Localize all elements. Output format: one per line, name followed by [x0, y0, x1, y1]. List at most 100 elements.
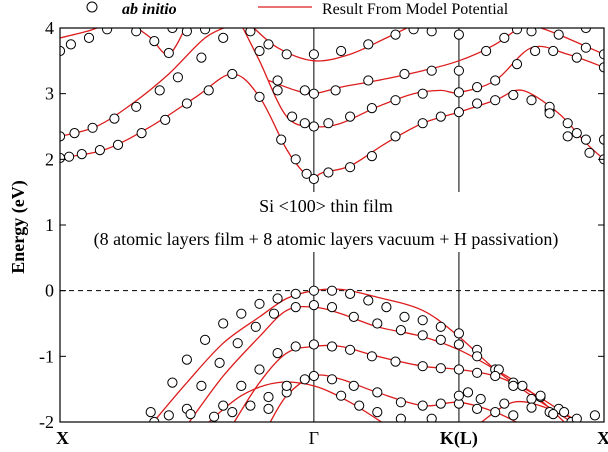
ab-initio-point: [490, 95, 501, 106]
ab-initio-point: [559, 407, 570, 418]
ab-initio-point: [363, 39, 374, 50]
ab-initio-point: [435, 398, 446, 409]
legend-label-ab-initio: ab initio: [122, 1, 177, 18]
ab-initio-point: [363, 295, 374, 306]
ab-initio-point: [453, 328, 464, 339]
ab-initio-point: [281, 49, 292, 60]
ab-initio-point: [580, 28, 591, 34]
y-tick-label: 2: [45, 149, 54, 169]
ab-initio-point: [131, 101, 142, 112]
ab-initio-point: [517, 380, 528, 391]
ab-initio-point: [598, 49, 604, 60]
ab-initio-point: [453, 107, 464, 118]
ab-initio-point: [511, 59, 523, 70]
ab-initio-point: [426, 65, 437, 76]
ab-initio-point: [453, 29, 464, 40]
ab-initio-points: [60, 28, 604, 422]
ab-initio-point: [263, 391, 274, 403]
ab-initio-point: [426, 28, 437, 37]
ab-initio-point: [475, 393, 486, 405]
ab-initio-point: [109, 113, 120, 124]
ab-initio-point: [395, 397, 406, 408]
ab-initio-point: [308, 173, 319, 185]
ab-initio-point: [390, 29, 401, 40]
ab-initio-point: [218, 400, 229, 411]
ab-initio-point: [254, 91, 265, 103]
ab-initio-point: [453, 339, 464, 350]
ab-initio-point: [326, 285, 338, 296]
y-tick-label: 3: [45, 84, 54, 104]
ab-initio-point: [308, 88, 319, 99]
ab-initio-point: [571, 128, 582, 139]
ab-initio-point: [87, 122, 98, 133]
annotation-background: [90, 192, 578, 252]
ab-initio-point: [214, 357, 225, 368]
ab-initio-point: [526, 95, 537, 106]
legend-marker-ab-initio: [86, 1, 98, 13]
y-tick-label: 1: [45, 215, 54, 235]
ab-initio-point: [408, 28, 419, 35]
ab-initio-point: [345, 111, 356, 122]
ab-initio-point: [453, 364, 464, 375]
ab-initio-point: [417, 330, 428, 341]
ab-initio-point: [417, 400, 428, 411]
ab-initio-point: [395, 413, 406, 422]
ab-initio-point: [290, 341, 301, 352]
x-tick-label: K(L): [440, 428, 478, 449]
ab-initio-point: [372, 407, 383, 418]
ab-initio-point: [272, 293, 283, 304]
ab-initio-point: [399, 68, 410, 80]
ab-initio-point: [200, 334, 211, 345]
ab-initio-point: [236, 380, 247, 391]
ab-initio-point: [263, 39, 274, 50]
ab-initio-point: [172, 72, 183, 83]
ab-initio-point: [290, 288, 301, 299]
ab-initio-point: [163, 410, 174, 421]
model-band-line: [60, 73, 604, 179]
ab-initio-point: [167, 377, 178, 388]
ab-initio-point: [372, 387, 383, 398]
ab-initio-point: [65, 39, 77, 50]
ab-initio-point: [308, 339, 319, 350]
ab-initio-point: [112, 139, 124, 150]
ab-initio-point: [218, 32, 229, 44]
ab-initio-point: [544, 108, 555, 119]
ab-initio-point: [94, 145, 106, 156]
ab-initio-point: [345, 162, 356, 173]
model-band-line: [539, 28, 604, 55]
ab-initio-point: [562, 131, 573, 142]
ab-initio-point: [323, 118, 334, 129]
ab-initio-point: [149, 36, 160, 47]
model-band-line: [253, 28, 409, 62]
ab-initio-point: [145, 407, 156, 418]
ab-initio-point: [136, 128, 147, 139]
ab-initio-point: [553, 29, 564, 40]
annotation-title: Si <100> thin film: [259, 196, 393, 216]
ab-initio-point: [511, 28, 523, 35]
ab-initio-point: [272, 348, 283, 359]
ab-initio-point: [526, 393, 537, 405]
ab-initio-point: [326, 302, 338, 313]
ab-initio-point: [508, 89, 519, 101]
annotation-subtitle: (8 atomic layers film + 8 atomic layers …: [94, 229, 559, 250]
ab-initio-point: [181, 354, 192, 365]
ab-initio-point: [336, 390, 347, 401]
ab-initio-point: [160, 114, 171, 126]
model-band-line: [60, 28, 99, 39]
ab-initio-point: [308, 49, 319, 60]
ab-initio-point: [381, 302, 392, 313]
ab-initio-point: [453, 87, 464, 98]
ab-initio-point: [131, 28, 142, 37]
ab-initio-point: [598, 134, 604, 145]
ab-initio-point: [472, 367, 483, 378]
x-tick-label: Γ: [309, 428, 319, 448]
ab-initio-point: [209, 411, 220, 422]
ab-initio-point: [196, 380, 207, 391]
ab-initio-point: [203, 85, 214, 96]
ab-initio-point: [571, 52, 582, 63]
ab-initio-point: [535, 390, 546, 401]
legend: ab initio Result From Model Potential: [86, 1, 509, 18]
ab-initio-point: [584, 147, 595, 158]
ab-initio-point: [548, 45, 559, 57]
